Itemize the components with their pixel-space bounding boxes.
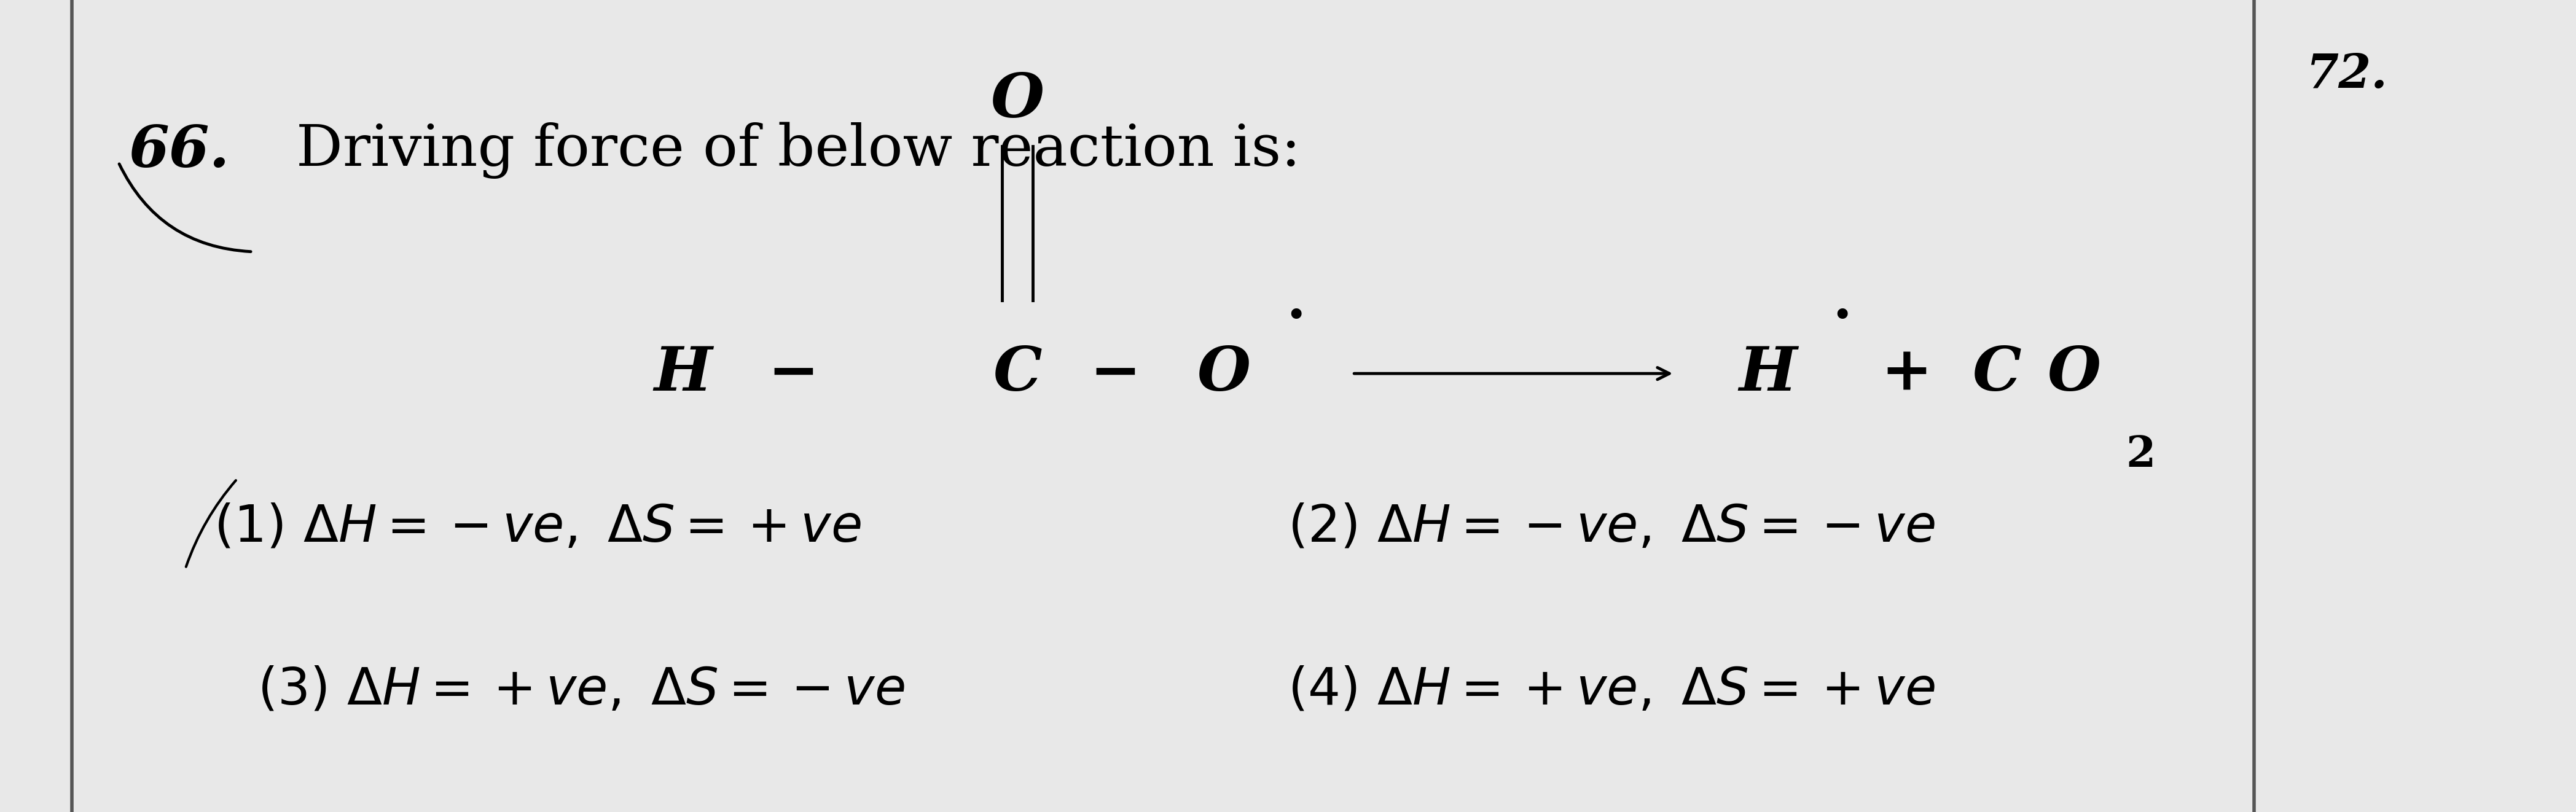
- Text: •: •: [1832, 300, 1852, 334]
- Text: 72.: 72.: [2306, 52, 2388, 97]
- Text: +: +: [1880, 343, 1932, 404]
- Text: $(3)\ \Delta H = +ve,\ \Delta S = -ve$: $(3)\ \Delta H = +ve,\ \Delta S = -ve$: [258, 665, 904, 715]
- Text: •: •: [1285, 300, 1306, 334]
- Text: −: −: [768, 343, 819, 404]
- Text: O: O: [1198, 344, 1249, 403]
- Text: $(4)\ \Delta H = +ve,\ \Delta S = +ve$: $(4)\ \Delta H = +ve,\ \Delta S = +ve$: [1288, 665, 1935, 715]
- Text: O: O: [2048, 344, 2099, 403]
- Text: 66.: 66.: [129, 123, 229, 179]
- Text: C: C: [994, 344, 1041, 403]
- Text: H: H: [654, 344, 711, 403]
- Text: C: C: [1973, 344, 2020, 403]
- Text: −: −: [1090, 343, 1141, 404]
- Text: 2: 2: [2125, 434, 2156, 475]
- Text: $(1)\ \Delta H = -ve,\ \Delta S = +ve$: $(1)\ \Delta H = -ve,\ \Delta S = +ve$: [214, 503, 860, 552]
- Text: O: O: [992, 71, 1043, 130]
- Text: $(2)\ \Delta H = -ve,\ \Delta S = -ve$: $(2)\ \Delta H = -ve,\ \Delta S = -ve$: [1288, 503, 1935, 552]
- Text: Driving force of below reaction is:: Driving force of below reaction is:: [296, 122, 1301, 179]
- Text: H: H: [1739, 344, 1798, 403]
